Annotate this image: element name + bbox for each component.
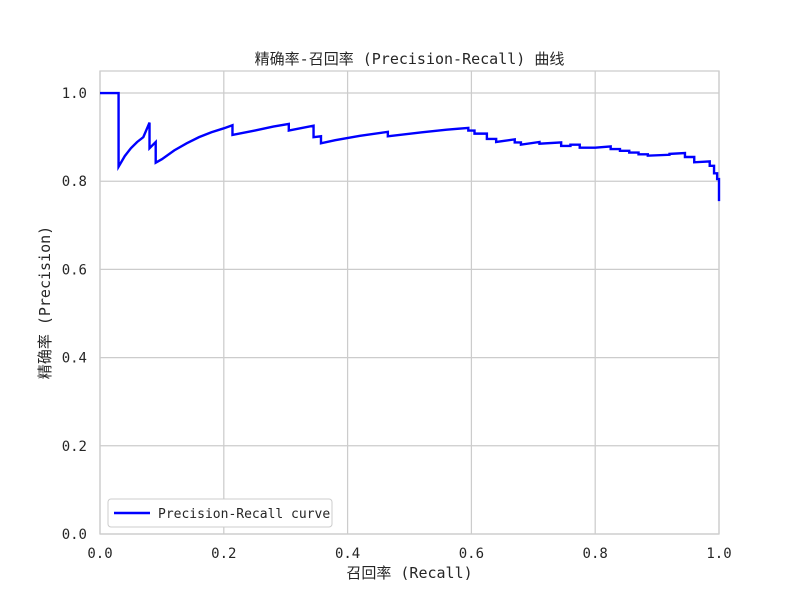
x-tick-label: 0.6 [459,546,484,562]
y-tick-label: 0.4 [62,351,87,367]
x-tick-label: 0.4 [335,546,360,562]
y-tick-label: 0.8 [62,174,87,190]
x-tick-label: 0.2 [211,546,236,562]
y-tick-label: 0.6 [62,262,87,278]
legend: Precision-Recall curve [108,499,332,527]
x-tick-label: 0.0 [87,546,112,562]
x-axis-title: 召回率 (Recall) [346,564,472,582]
x-tick-label: 0.8 [583,546,608,562]
legend-label: Precision-Recall curve [158,507,330,522]
x-tick-label: 1.0 [706,546,731,562]
y-tick-label: 0.0 [62,527,87,543]
chart-title: 精确率-召回率 (Precision-Recall) 曲线 [255,50,565,68]
y-tick-label: 1.0 [62,86,87,102]
y-tick-label: 0.2 [62,439,87,455]
y-axis-title: 精确率 (Precision) [36,226,54,379]
